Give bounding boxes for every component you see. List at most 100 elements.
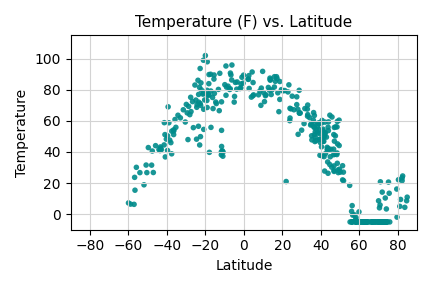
Point [170, 129, 177, 133]
Point [157, 146, 164, 151]
Point [332, 134, 339, 138]
Point [325, 147, 332, 152]
Point [336, 167, 343, 172]
Point [197, 81, 204, 85]
Point [190, 125, 197, 130]
Point [249, 70, 256, 74]
Point [200, 127, 207, 132]
Point [218, 128, 225, 133]
Point [164, 134, 171, 138]
Point [325, 146, 332, 151]
Point [336, 118, 343, 122]
Point [313, 127, 320, 132]
Point [371, 220, 378, 224]
Point [358, 220, 365, 224]
Point [384, 220, 391, 224]
Point [364, 220, 371, 224]
Y-axis label: Temperature: Temperature [15, 88, 29, 177]
Point [311, 113, 318, 118]
Point [319, 154, 326, 158]
Point [222, 93, 229, 98]
Point [357, 220, 364, 224]
Point [353, 220, 360, 224]
Point [327, 154, 334, 159]
Point [399, 178, 406, 183]
Point [352, 220, 359, 224]
Point [240, 73, 247, 77]
Point [257, 89, 264, 93]
Point [162, 155, 169, 159]
Point [377, 220, 384, 224]
Point [263, 92, 270, 97]
Point [185, 104, 192, 109]
Point [325, 120, 332, 124]
Point [198, 88, 205, 92]
Point [195, 124, 202, 128]
Point [324, 171, 331, 176]
Point [365, 220, 372, 224]
Point [380, 220, 387, 224]
Point [316, 120, 323, 125]
Point [334, 152, 340, 157]
Point [222, 64, 229, 68]
Point [359, 220, 365, 224]
Point [165, 120, 172, 125]
Point [324, 147, 331, 152]
Point [379, 220, 386, 224]
Point [157, 145, 164, 149]
Point [182, 120, 189, 124]
Point [368, 220, 375, 224]
Point [195, 100, 202, 105]
Point [369, 220, 376, 224]
Point [379, 220, 386, 224]
Point [321, 169, 328, 173]
Point [192, 98, 199, 102]
Point [258, 86, 265, 90]
Point [283, 179, 289, 184]
Point [346, 183, 353, 188]
Point [231, 100, 238, 105]
Point [353, 220, 359, 224]
Point [197, 66, 203, 71]
Point [318, 145, 325, 149]
Point [286, 83, 292, 87]
Point [395, 177, 402, 182]
Point [369, 220, 376, 224]
Point [314, 124, 321, 129]
Point [353, 217, 359, 222]
Point [312, 135, 319, 139]
Point [377, 179, 384, 184]
Point [331, 139, 338, 143]
Point [372, 220, 379, 224]
Point [308, 133, 315, 138]
Point [296, 111, 303, 115]
Point [310, 121, 317, 126]
Point [218, 149, 225, 154]
Point [372, 220, 378, 224]
Point [161, 120, 168, 125]
Point [297, 111, 304, 115]
Point [353, 219, 359, 223]
Point [321, 120, 328, 124]
Point [334, 125, 340, 129]
Point [245, 77, 251, 81]
Point [189, 99, 196, 104]
Point [360, 220, 367, 224]
Point [276, 79, 283, 84]
Point [304, 114, 311, 118]
Point [330, 132, 337, 137]
Point [363, 220, 370, 224]
Point [203, 98, 210, 103]
Point [375, 220, 381, 224]
Point [354, 220, 361, 224]
Point [200, 58, 207, 62]
Point [313, 138, 320, 143]
Point [356, 220, 363, 224]
Point [311, 125, 318, 129]
Point [379, 190, 386, 194]
Point [148, 163, 155, 167]
Point [321, 132, 328, 137]
Point [320, 134, 327, 139]
Point [321, 135, 327, 139]
Point [324, 145, 330, 150]
